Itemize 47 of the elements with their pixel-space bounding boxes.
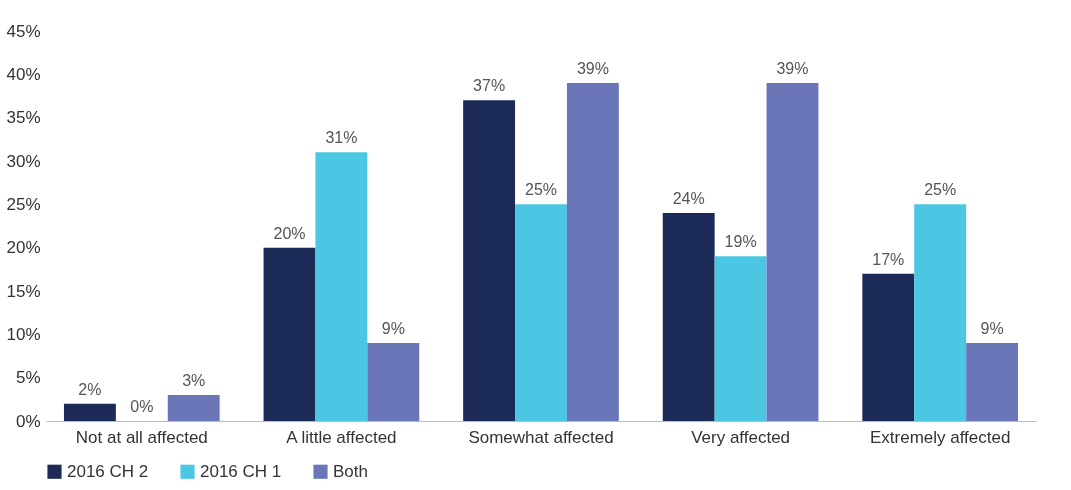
y-tick-label: 0% <box>15 411 41 431</box>
bar <box>662 213 715 421</box>
x-tick-label: A little affected <box>286 427 397 447</box>
data-label: 31% <box>325 129 358 147</box>
y-tick-label: 10% <box>6 324 41 344</box>
x-tick-label: Extremely affected <box>869 427 1011 447</box>
x-tick-label: Not at all affected <box>75 427 208 447</box>
bar <box>714 256 767 421</box>
data-label: 19% <box>724 233 757 251</box>
bar <box>966 343 1019 421</box>
data-label: 20% <box>273 224 306 242</box>
data-label: 2% <box>78 380 102 398</box>
data-label: 39% <box>576 60 609 77</box>
data-label: 9% <box>980 320 1004 337</box>
y-tick-label: 15% <box>6 281 41 301</box>
y-tick-label: 25% <box>6 194 41 214</box>
bar <box>862 273 915 421</box>
bar <box>315 152 368 421</box>
y-tick-label: 35% <box>6 108 41 128</box>
bar <box>914 204 967 421</box>
data-label: 9% <box>381 320 405 337</box>
bar <box>263 247 316 421</box>
y-tick-label: 20% <box>6 238 41 258</box>
data-label: 17% <box>872 250 905 268</box>
data-label: 25% <box>924 181 957 199</box>
bar <box>167 395 220 421</box>
data-label: 37% <box>473 77 506 95</box>
data-label: 24% <box>672 190 705 207</box>
y-tick-label: 5% <box>15 368 41 388</box>
data-label: 0% <box>130 398 154 415</box>
bar <box>515 204 567 421</box>
bar <box>766 83 819 421</box>
legend-label: 2016 CH 2 <box>67 461 149 481</box>
data-label: 25% <box>524 181 558 199</box>
bar <box>63 403 116 421</box>
data-label: 39% <box>776 60 809 77</box>
y-tick-label: 40% <box>6 64 41 84</box>
data-label: 3% <box>182 372 206 389</box>
y-tick-label: 45% <box>6 21 41 41</box>
x-tick-label: Somewhat affected <box>468 427 614 447</box>
bar <box>463 100 516 421</box>
legend-label: 2016 CH 1 <box>200 461 282 481</box>
bar <box>367 343 420 421</box>
y-tick-label: 30% <box>6 151 41 171</box>
x-tick-label: Very affected <box>691 427 791 447</box>
bar <box>566 83 619 421</box>
legend-label: Both <box>333 461 368 481</box>
